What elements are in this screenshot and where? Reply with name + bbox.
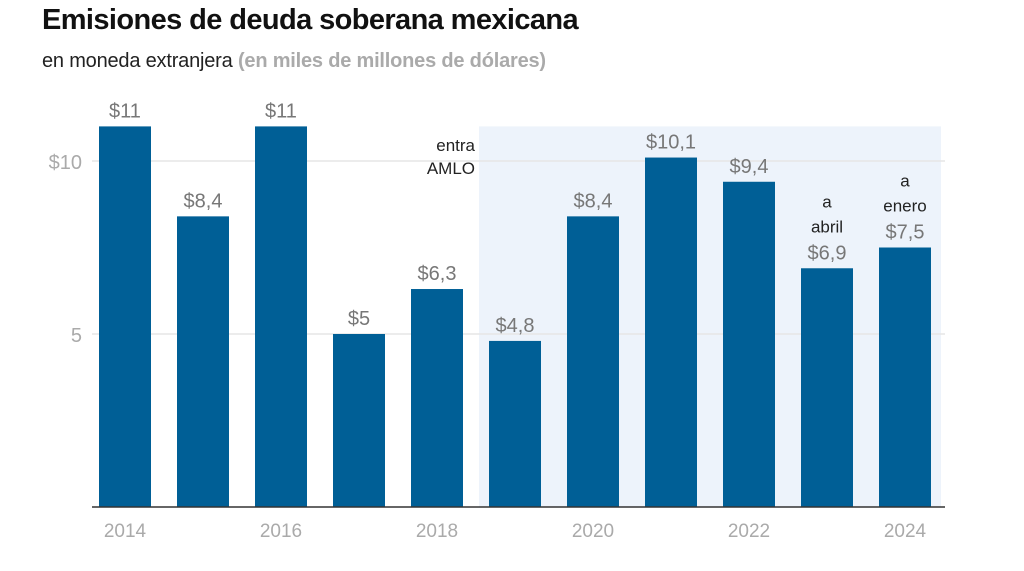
subtitle-text: en moneda extranjera: [42, 50, 233, 72]
chart-title: Emisiones de deuda soberana mexicana: [42, 4, 579, 36]
x-tick-label: 2022: [728, 521, 770, 542]
units-note: (en miles de millones de dólares): [237, 50, 546, 72]
value-label: $6,3: [418, 263, 457, 285]
chart-subtitle: en moneda extranjera (en miles de millon…: [42, 50, 546, 73]
value-label: $6,9: [808, 242, 847, 264]
bar: [99, 126, 151, 508]
bar: [879, 247, 931, 507]
value-label: $10,1: [646, 132, 696, 154]
value-label: $5: [348, 308, 370, 330]
x-tick-label: 2018: [416, 521, 458, 542]
bar: [645, 157, 697, 508]
bar: [411, 289, 463, 507]
x-tick-label: 2024: [884, 521, 927, 542]
y-tick-label: $10: [49, 152, 82, 174]
bar-note: a abril: [811, 192, 843, 236]
bar: [255, 126, 307, 508]
value-label: $8,4: [184, 190, 223, 212]
highlight-region: [479, 126, 941, 508]
highlight-label: entra AMLO: [427, 136, 476, 178]
value-label: $11: [265, 100, 297, 122]
bar: [723, 181, 775, 507]
value-label: $7,5: [886, 222, 925, 244]
value-label: $8,4: [574, 190, 613, 212]
value-label: $11: [109, 100, 141, 122]
x-tick-label: 2020: [572, 521, 614, 542]
y-tick-label: 5: [71, 325, 82, 347]
bar-note: a enero: [883, 172, 926, 216]
bar: [567, 216, 619, 508]
value-label: $9,4: [730, 156, 769, 178]
bar: [333, 334, 385, 507]
x-tick-label: 2016: [260, 521, 302, 542]
bar: [489, 340, 541, 507]
bar: [801, 268, 853, 507]
x-tick-label: 2014: [104, 521, 147, 542]
bar: [177, 216, 229, 508]
value-label: $4,8: [496, 315, 535, 337]
